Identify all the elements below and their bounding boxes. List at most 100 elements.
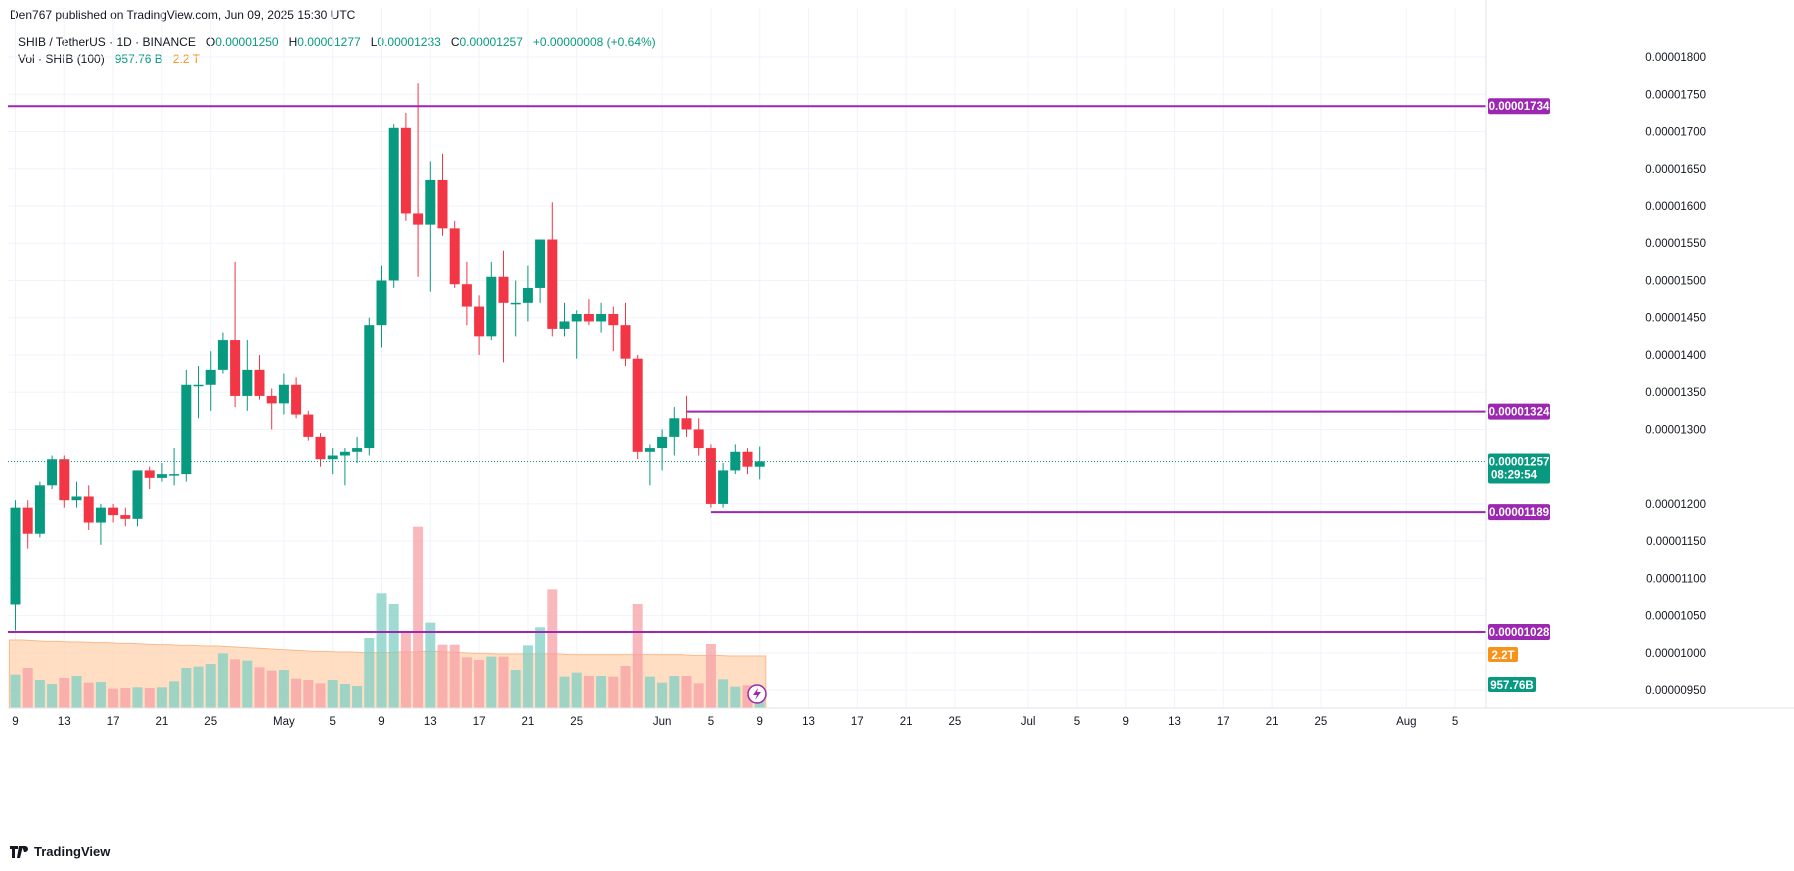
candle-body: [10, 507, 21, 605]
volume-bar: [83, 682, 94, 708]
volume-bar: [10, 674, 21, 708]
candle-body: [632, 358, 643, 452]
volume-bar: [22, 668, 33, 708]
level-tag: [1488, 98, 1550, 115]
level-tag-label: 0.00001028: [1489, 627, 1550, 639]
x-tick-label: Jun: [653, 716, 672, 728]
candle-body: [120, 515, 131, 519]
volume-bar: [705, 644, 716, 708]
candle-body: [388, 127, 399, 281]
low-value: 0.00001233: [377, 35, 441, 49]
volume-bar: [181, 668, 192, 708]
volume-bar: [620, 666, 631, 708]
tradingview-logo[interactable]: TradingView: [10, 844, 110, 859]
x-tick-label: 17: [107, 716, 120, 728]
candle-body: [693, 429, 704, 449]
volume-bar: [437, 644, 448, 708]
volume-bar: [559, 676, 570, 708]
volume-bar: [413, 526, 424, 708]
x-tick-label: 5: [329, 716, 335, 728]
volume-bar: [303, 680, 314, 708]
candles: [10, 83, 765, 631]
x-tick-label: 21: [522, 716, 535, 728]
level-tag-label: 0.00001734: [1489, 101, 1550, 113]
candle-body: [327, 455, 338, 460]
y-tick-label: 0.00001700: [1645, 127, 1706, 139]
x-tick-label: 13: [1168, 716, 1181, 728]
candle-body: [376, 280, 387, 326]
x-tick-label: 21: [156, 716, 169, 728]
x-tick-label: 13: [58, 716, 71, 728]
volume-bar: [315, 683, 326, 708]
volume-bar: [59, 678, 70, 708]
volume-bar: [376, 593, 387, 708]
volume-tag-label: 957.76B: [1490, 680, 1533, 692]
candle-body: [47, 459, 58, 486]
volume-bar: [352, 686, 363, 708]
volume-bar: [242, 660, 253, 708]
volume-bar: [132, 687, 143, 708]
volume-bar: [730, 686, 741, 708]
y-tick-label: 0.00001400: [1645, 350, 1706, 362]
high-value: 0.00001277: [297, 35, 361, 49]
x-tick-label: 17: [851, 716, 864, 728]
y-tick-label: 0.00001200: [1645, 499, 1706, 511]
volume-row: Vol · SHIB (100) 957.76 B 2.2 T: [18, 51, 656, 68]
volume-bar: [657, 682, 668, 708]
symbol-label[interactable]: SHIB / TetherUS · 1D · BINANCE: [18, 35, 196, 49]
level-tag-label: 0.00001324: [1489, 407, 1550, 419]
volume-ma-tag: [1488, 647, 1518, 662]
volume-bar: [254, 667, 265, 708]
x-tick-label: 5: [708, 716, 714, 728]
volume-bar: [632, 604, 643, 708]
volume-value: 957.76 B: [114, 52, 163, 66]
volume-bar: [95, 682, 106, 708]
candle-body: [71, 496, 82, 501]
countdown-label: 08:29:54: [1491, 469, 1538, 481]
x-tick-label: 17: [1217, 716, 1230, 728]
volume-bar: [364, 638, 375, 708]
candle-body: [193, 384, 204, 387]
volume-bar: [693, 683, 704, 708]
last-price-label: 0.00001257: [1489, 456, 1550, 468]
volume-bar: [486, 656, 497, 708]
x-tick-label: 25: [1315, 716, 1328, 728]
candle-body: [22, 507, 33, 534]
volume-bar: [327, 680, 338, 708]
x-tick-label: 13: [802, 716, 815, 728]
x-tick-label: 25: [204, 716, 217, 728]
close-value: 0.00001257: [459, 35, 523, 49]
volume-bar: [217, 653, 228, 708]
volume-bar: [339, 684, 350, 708]
level-tag: [1488, 504, 1550, 521]
candle-body: [144, 470, 155, 478]
y-tick-label: 0.00001100: [1646, 573, 1706, 585]
level-tag: [1488, 403, 1550, 420]
candle-body: [156, 474, 167, 478]
candle-body: [620, 325, 631, 359]
x-tick-label: May: [273, 716, 295, 728]
x-tick-label: 9: [756, 716, 762, 728]
x-tick-label: 9: [12, 716, 18, 728]
candle-body: [254, 369, 265, 396]
y-tick-label: 0.00001650: [1645, 164, 1706, 176]
candle-body: [352, 448, 363, 452]
horizontal-levels[interactable]: [8, 105, 1486, 634]
volume-bar: [461, 657, 472, 708]
candle-body: [718, 470, 729, 504]
y-tick-label: 0.00001150: [1646, 536, 1706, 548]
volume-bar: [34, 680, 45, 708]
brand-name: TradingView: [34, 844, 111, 859]
volume-bar: [205, 664, 216, 708]
volume-bar: [547, 589, 558, 708]
y-tick-label: 0.00001450: [1645, 313, 1706, 325]
volume-bar: [266, 670, 277, 708]
volume-bar: [388, 604, 399, 708]
volume-bar: [644, 676, 655, 708]
lightning-icon[interactable]: [747, 684, 767, 704]
publisher-info: Den767 published on TradingView.com, Jun…: [10, 8, 356, 22]
volume-bar: [681, 676, 692, 708]
volume-label[interactable]: Vol · SHIB (100): [18, 52, 105, 66]
candle-body: [364, 325, 375, 449]
